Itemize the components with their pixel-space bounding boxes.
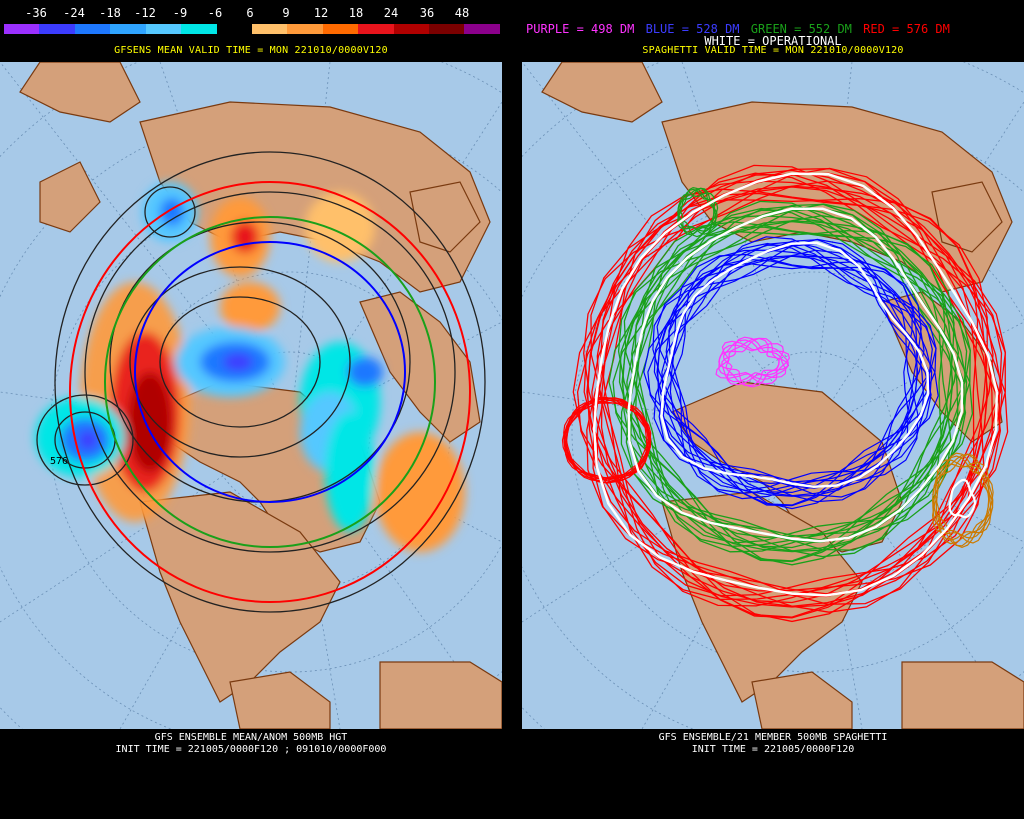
legend-label: -9 — [172, 6, 188, 20]
left-valid-time: GFSENS MEAN VALID TIME = MON 221010/0000… — [114, 45, 388, 56]
red-member-contour — [566, 400, 652, 484]
spaghetti-legend: PURPLE = 498 DM BLUE = 528 DM GREEN = 55… — [526, 22, 1022, 36]
orange-member-contour — [932, 453, 990, 544]
orange-member-contour — [933, 452, 992, 541]
blue-member-contour — [652, 249, 925, 503]
legend-label: -6 — [207, 6, 223, 20]
right-footer-title: GFS ENSEMBLE/21 MEMBER 500MB SPAGHETTI — [658, 732, 888, 743]
colorbar-swatch — [216, 24, 252, 34]
legend-label: 9 — [282, 6, 290, 20]
alaska-land — [39, 161, 101, 233]
legend-label: 18 — [348, 6, 364, 20]
legend-label: -12 — [134, 6, 156, 20]
scandinavia-land — [931, 181, 1003, 253]
right-valid-time: SPAGHETTI VALID TIME = MON 221010/0000V1… — [642, 45, 904, 56]
purple-member-contour — [721, 336, 787, 383]
red-member-contour — [583, 192, 988, 619]
operational-blue-contour — [660, 241, 930, 489]
colorbar-swatch — [464, 24, 500, 34]
colorbar-swatch — [358, 24, 394, 34]
colorbar-swatch — [429, 24, 465, 34]
anomaly-colorbar — [4, 24, 500, 34]
green-member-contour — [677, 187, 715, 235]
green-member-contour — [618, 226, 955, 563]
anomaly-shading — [35, 182, 465, 552]
colorbar-swatch — [4, 24, 40, 34]
purple-member-contour — [722, 339, 791, 386]
arctic-land — [19, 62, 141, 123]
red-member-contour — [586, 197, 988, 623]
legend-red: RED = 576 DM — [863, 22, 950, 36]
green-member-contour — [622, 203, 954, 551]
orange-member-contour — [935, 459, 994, 547]
central-america-land — [751, 671, 853, 729]
colorbar-swatch — [251, 24, 288, 34]
left-footer-init: INIT TIME = 221005/0000F120 ; 091010/000… — [115, 744, 387, 755]
north-america-land — [139, 491, 341, 703]
red-member-contour — [587, 167, 989, 605]
green-member-contour — [620, 207, 967, 544]
legend-label: 36 — [419, 6, 435, 20]
colorbar-swatch — [145, 24, 182, 34]
colorbar-swatch — [39, 24, 75, 34]
legend-label: -18 — [99, 6, 121, 20]
legend-blue: BLUE = 528 DM — [645, 22, 740, 36]
legend-label: -24 — [63, 6, 85, 20]
right-panel: PURPLE = 498 DM BLUE = 528 DM GREEN = 55… — [522, 0, 1024, 819]
legend-label: -36 — [25, 6, 47, 20]
green-member-contour — [617, 215, 960, 558]
anomaly-legend-labels: -36 -24 -18 -12 -9 -6 6 9 12 18 24 36 48 — [4, 6, 500, 20]
legend-label: 12 — [313, 6, 329, 20]
spaghetti-contours — [561, 164, 1009, 623]
right-spaghetti-map — [522, 62, 1024, 729]
left-footer-title: GFS ENSEMBLE MEAN/ANOM 500MB HGT — [154, 732, 348, 743]
green-member-contour — [631, 207, 968, 553]
left-anomaly-map: 576 — [0, 62, 502, 729]
contour-label: 576 — [50, 456, 68, 467]
south-america-land — [901, 661, 1024, 729]
blue-member-contour — [653, 258, 922, 507]
operational-green-contour — [627, 207, 964, 543]
legend-green: GREEN = 552 DM — [750, 22, 852, 36]
left-panel: -36 -24 -18 -12 -9 -6 6 9 12 18 24 36 48… — [0, 0, 502, 819]
red-member-contour — [596, 172, 1003, 607]
blue-member-contour — [665, 242, 933, 500]
colorbar-swatch — [322, 24, 359, 34]
siberia-land — [671, 381, 903, 553]
colorbar-swatch — [110, 24, 146, 34]
legend-label: 48 — [454, 6, 470, 20]
purple-member-contour — [718, 337, 780, 385]
operational-red-contour — [592, 172, 999, 597]
legend-white: WHITE = OPERATIONAL — [704, 34, 842, 48]
red-member-contour — [586, 172, 1002, 598]
central-america-land — [229, 671, 331, 729]
south-america-land — [379, 661, 502, 729]
land-masses — [19, 62, 502, 729]
green-member-contour — [678, 186, 717, 233]
orange-member-contour — [934, 455, 994, 545]
legend-purple: PURPLE = 498 DM — [526, 22, 635, 36]
legend-label: 24 — [383, 6, 399, 20]
colorbar-swatch — [74, 24, 111, 34]
colorbar-swatch — [181, 24, 217, 34]
red-member-contour — [583, 180, 994, 613]
right-footer-init: INIT TIME = 221005/0000F120 — [691, 744, 855, 755]
blue-member-contour — [657, 238, 919, 498]
panel-divider — [502, 0, 522, 819]
operational-orange-contour — [948, 478, 977, 519]
scandinavia-land — [409, 181, 481, 253]
colorbar-swatch — [393, 24, 430, 34]
key-contours — [69, 181, 471, 603]
legend-label: 6 — [246, 6, 254, 20]
arctic-land — [541, 62, 663, 123]
colorbar-swatch — [287, 24, 323, 34]
blue-member-contour — [653, 242, 932, 489]
purple-member-contour — [721, 340, 789, 386]
